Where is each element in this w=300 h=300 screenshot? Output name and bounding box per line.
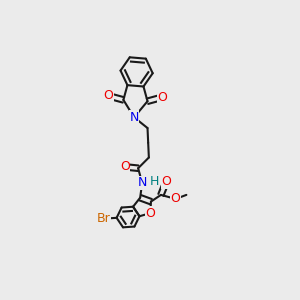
- Text: Br: Br: [96, 212, 110, 225]
- Text: O: O: [146, 207, 155, 220]
- Text: N: N: [137, 176, 147, 190]
- Text: O: O: [161, 175, 171, 188]
- Text: N: N: [129, 111, 139, 124]
- Text: O: O: [157, 91, 167, 104]
- Text: O: O: [171, 192, 181, 206]
- Text: H: H: [149, 175, 159, 188]
- Text: O: O: [104, 89, 114, 102]
- Text: O: O: [120, 160, 130, 173]
